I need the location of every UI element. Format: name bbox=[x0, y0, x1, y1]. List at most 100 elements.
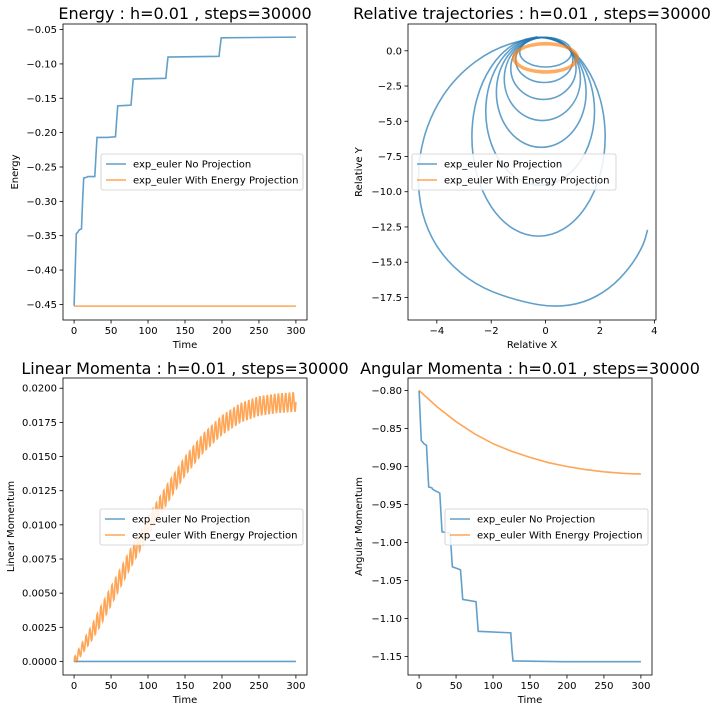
x-tick-label: 250 bbox=[249, 681, 268, 692]
series-line-energy-projection bbox=[512, 41, 580, 74]
y-tick-label: −17.5 bbox=[371, 293, 402, 304]
series-line-no-projection bbox=[73, 36, 296, 306]
x-tick-label: 0 bbox=[71, 326, 77, 337]
y-tick-label: −10.0 bbox=[371, 187, 402, 198]
y-tick-label: −15.0 bbox=[371, 258, 402, 269]
y-tick-label: 0.0 bbox=[386, 46, 402, 57]
x-tick-label: 100 bbox=[483, 681, 502, 692]
x-tick-label: 300 bbox=[631, 681, 650, 692]
legend-frame bbox=[99, 508, 304, 546]
y-tick-label: 0.0150 bbox=[22, 452, 57, 463]
y-axis-label: Relative Y bbox=[354, 146, 365, 197]
y-tick-label: −0.40 bbox=[26, 266, 57, 277]
legend-frame bbox=[411, 153, 617, 191]
y-tick-label: 0.0025 bbox=[22, 623, 57, 634]
x-tick-label: 300 bbox=[286, 326, 305, 337]
x-tick-label: 0 bbox=[71, 681, 77, 692]
y-tick-label: −5.0 bbox=[378, 117, 402, 128]
x-tick-label: 100 bbox=[138, 326, 157, 337]
y-tick-label: −0.35 bbox=[26, 231, 57, 242]
chart-panel-3: 0 50 100 150 200 250 300 0.0000 0.0025 0.0050 0.00… bbox=[6, 359, 349, 706]
y-tick-label: −0.25 bbox=[26, 162, 57, 173]
y-tick-label: 0.0050 bbox=[22, 589, 57, 600]
x-tick-label: 0 bbox=[416, 681, 422, 692]
x-axis-label: Relative X bbox=[507, 340, 558, 351]
x-axis-label: Time bbox=[172, 340, 197, 351]
x-tick-label: 150 bbox=[175, 681, 194, 692]
y-tick-label: 0.0000 bbox=[22, 657, 57, 668]
y-tick-label: −0.05 bbox=[26, 25, 57, 36]
y-tick-label: −0.20 bbox=[26, 128, 57, 139]
series-line-energy-projection bbox=[418, 389, 641, 475]
axes-frame bbox=[407, 23, 657, 321]
y-tick-label: −0.80 bbox=[371, 386, 402, 397]
x-tick-label: 100 bbox=[138, 681, 157, 692]
x-tick-label: 300 bbox=[286, 681, 305, 692]
orbit-loop-5 bbox=[495, 36, 587, 149]
chart-panel-4: 0 50 100 150 200 250 300 −1.15 −1.10 −1.05 −1.00 −0… bbox=[354, 359, 700, 706]
chart-panel-1: 0 50 100 150 200 250 300 −0.45 −0.40 −0.35 −0.30 −0… bbox=[10, 4, 312, 351]
y-tick-label: −0.30 bbox=[26, 197, 57, 208]
y-tick-label: 0.0100 bbox=[22, 520, 57, 531]
x-tick-label: 50 bbox=[105, 326, 118, 337]
series-line-no-projection bbox=[417, 35, 649, 307]
chart-title: Angular Momenta : h=0.01 , steps=30000 bbox=[360, 359, 700, 378]
legend-entry: exp_euler With Energy Projection bbox=[132, 531, 297, 542]
y-tick-label: −1.10 bbox=[371, 614, 402, 625]
y-axis-label: Angular Momentum bbox=[354, 477, 365, 576]
y-tick-label: −2.5 bbox=[378, 82, 402, 93]
legend: exp_euler No Projection exp_euler With En… bbox=[411, 153, 617, 191]
x-tick-label: 4 bbox=[651, 326, 657, 337]
x-axis-label: Time bbox=[517, 695, 542, 706]
legend-entry: exp_euler With Energy Projection bbox=[477, 531, 642, 542]
orbit-loop-7 bbox=[471, 36, 606, 237]
x-tick-label: 150 bbox=[175, 326, 194, 337]
x-tick-label: −4 bbox=[429, 326, 444, 337]
legend-entry: exp_euler No Projection bbox=[132, 515, 250, 526]
x-tick-label: −2 bbox=[484, 326, 499, 337]
x-axis-label: Time bbox=[172, 695, 197, 706]
x-tick-label: 150 bbox=[520, 681, 539, 692]
chart-title: Energy : h=0.01 , steps=30000 bbox=[58, 4, 311, 23]
outer-escape-arc bbox=[417, 35, 649, 307]
legend-entry: exp_euler No Projection bbox=[444, 160, 562, 171]
legend-entry: exp_euler No Projection bbox=[133, 160, 251, 171]
plot-area bbox=[417, 35, 649, 307]
y-tick-label: −1.05 bbox=[371, 576, 402, 587]
x-tick-label: 50 bbox=[450, 681, 463, 692]
x-tick-label: 50 bbox=[105, 681, 118, 692]
y-tick-label: −0.45 bbox=[26, 300, 57, 311]
legend: exp_euler No Projection exp_euler With En… bbox=[444, 508, 649, 546]
y-tick-label: −0.95 bbox=[371, 500, 402, 511]
chart-title: Linear Momenta : h=0.01 , steps=30000 bbox=[21, 359, 348, 378]
y-tick-label: −0.15 bbox=[26, 94, 57, 105]
y-tick-label: 0.0175 bbox=[22, 418, 57, 429]
y-tick-label: −12.5 bbox=[371, 222, 402, 233]
x-tick-label: 200 bbox=[557, 681, 576, 692]
plot-area bbox=[73, 36, 296, 307]
x-tick-label: 250 bbox=[594, 681, 613, 692]
x-tick-label: 200 bbox=[212, 326, 231, 337]
y-tick-label: 0.0075 bbox=[22, 555, 57, 566]
y-tick-label: −1.15 bbox=[371, 652, 402, 663]
x-tick-label: 0 bbox=[542, 326, 548, 337]
series-line-energy-projection bbox=[73, 392, 297, 664]
x-tick-label: 200 bbox=[212, 681, 231, 692]
legend-entry: exp_euler With Energy Projection bbox=[444, 176, 609, 187]
legend-entry: exp_euler With Energy Projection bbox=[133, 176, 298, 187]
y-axis-label: Linear Momentum bbox=[6, 481, 17, 572]
y-tick-label: −0.10 bbox=[26, 59, 57, 70]
y-tick-label: −0.85 bbox=[371, 424, 402, 435]
x-tick-label: 250 bbox=[249, 326, 268, 337]
y-tick-label: −7.5 bbox=[378, 152, 402, 163]
legend-entry: exp_euler No Projection bbox=[477, 515, 595, 526]
legend: exp_euler No Projection exp_euler With En… bbox=[99, 508, 304, 546]
y-tick-label: 0.0125 bbox=[22, 486, 57, 497]
y-tick-label: −1.00 bbox=[371, 538, 402, 549]
y-tick-label: 0.0200 bbox=[22, 384, 57, 395]
legend-frame bbox=[100, 153, 304, 191]
chart-title: Relative trajectories : h=0.01 , steps=3… bbox=[353, 4, 711, 23]
y-axis-label: Energy bbox=[10, 154, 21, 189]
y-tick-label: −0.90 bbox=[371, 462, 402, 473]
